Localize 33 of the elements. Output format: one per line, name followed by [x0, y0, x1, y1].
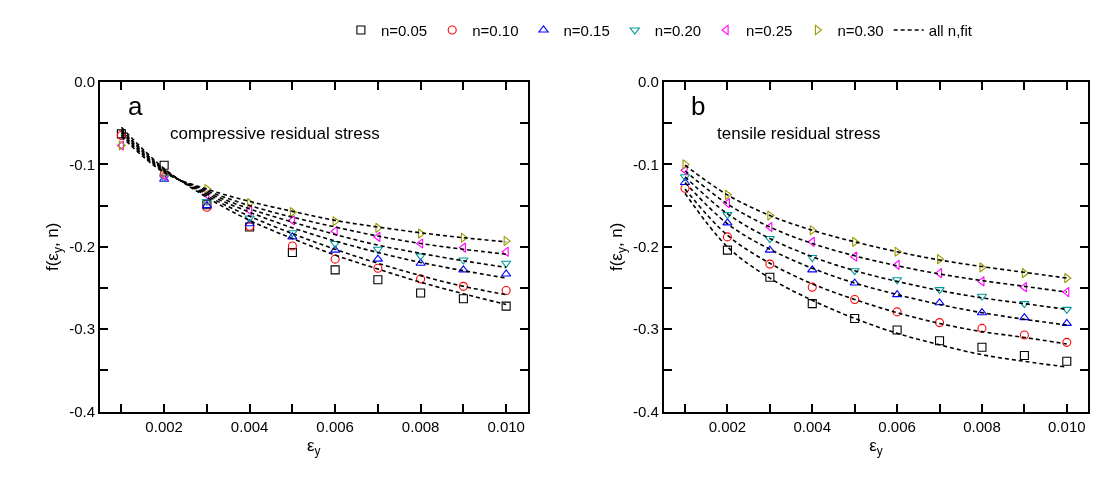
legend-label: n=0.05	[380, 21, 428, 39]
y-tick-label: -0.1	[69, 155, 96, 173]
legend-label: n=0.10	[472, 21, 519, 39]
y-tick-label: -0.1	[632, 155, 659, 173]
y-tick-label: -0.3	[69, 320, 96, 338]
text: 0.010	[487, 417, 525, 435]
annotation: tensile residual stress	[717, 124, 881, 143]
legend-label: n=0.30	[837, 21, 884, 39]
annotation: b	[691, 91, 706, 121]
annotation: a	[128, 91, 143, 121]
legend-label: n=0.20	[654, 21, 702, 39]
y-tick-label: 0.0	[637, 73, 659, 91]
legend-label: all n,fit	[928, 21, 973, 39]
annotation: compressive residual stress	[170, 124, 380, 143]
x-axis-title: ε$_{y}$	[306, 436, 321, 459]
x-tick-label: 0.008	[401, 417, 440, 435]
legend-label: n=0.25	[746, 21, 793, 39]
legend-label: n=0.15	[563, 21, 610, 39]
y-tick-label: -0.2	[69, 238, 96, 256]
y-tick-label: -0.4	[632, 402, 659, 420]
x-tick-label: 0.008	[963, 417, 1001, 435]
x-tick-label: 0.004	[793, 417, 832, 435]
x-tick-label: 0.006	[316, 417, 354, 435]
x-axis-title: ε$_{y}$	[869, 436, 883, 459]
y-tick-label: -0.2	[632, 238, 659, 256]
x-tick-label: 0.002	[145, 417, 183, 435]
text: 0.010	[1048, 417, 1086, 435]
y-tick-label: -0.4	[69, 402, 96, 420]
y-tick-label: -0.3	[632, 320, 659, 338]
y-tick-label: 0.0	[74, 73, 96, 91]
x-tick-label: 0.006	[878, 417, 916, 435]
x-tick-label: 0.004	[230, 417, 269, 435]
x-tick-label: 0.002	[708, 417, 747, 435]
